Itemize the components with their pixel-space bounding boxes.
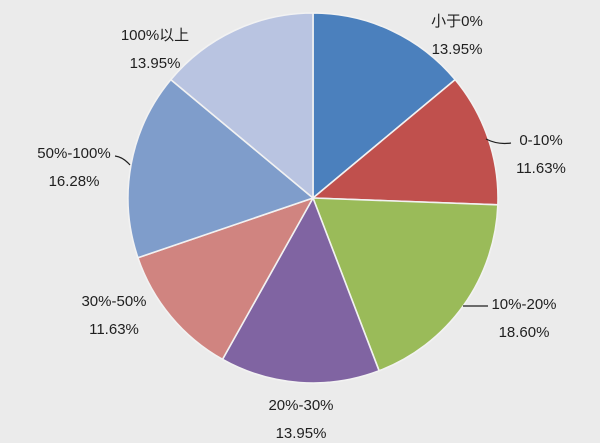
leader-line-50-100 (114, 155, 131, 166)
slice-label-50-100pct: 50%-100% 16.28% (9, 140, 139, 196)
pie-slice-3 (221, 197, 380, 384)
slice-label-20-30pct: 20%-30% 13.95% (236, 392, 366, 443)
slice-percentage: 16.28% (48, 173, 100, 190)
slice-percentage: 13.95% (431, 41, 483, 58)
slice-category: 100%以上 (120, 27, 190, 44)
slice-category: 20%-30% (268, 397, 334, 414)
slice-percentage: 13.95% (275, 425, 327, 442)
slice-label-0-10pct: 0-10% 11.63% (476, 127, 600, 183)
slice-label-10-20pct: 10%-20% 18.60% (459, 291, 589, 347)
slice-category: 50%-100% (37, 145, 111, 162)
pie-slice-4 (137, 197, 314, 361)
leader-line-0-10 (485, 138, 512, 145)
slice-category: 10%-20% (491, 296, 557, 313)
pie-slice-6 (170, 12, 314, 199)
pie-slice-0 (312, 12, 456, 199)
slice-category: 30%-50% (81, 293, 147, 310)
slice-percentage: 11.63% (89, 321, 139, 338)
slice-category: 小于0% (431, 13, 483, 30)
slice-label-30-50pct: 30%-50% 11.63% (49, 288, 179, 344)
pie-slices-group (127, 12, 499, 384)
pie-slice-5 (127, 78, 314, 259)
slice-category: 0-10% (519, 132, 563, 149)
slice-percentage: 13.95% (129, 55, 181, 72)
slice-percentage: 18.60% (498, 324, 550, 341)
slice-percentage: 11.63% (516, 160, 566, 177)
slice-label-under-0pct: 小于0% 13.95% (392, 8, 522, 64)
slice-label-over-100pct: 100%以上 13.95% (90, 22, 220, 78)
pie-slice-1 (312, 78, 499, 206)
